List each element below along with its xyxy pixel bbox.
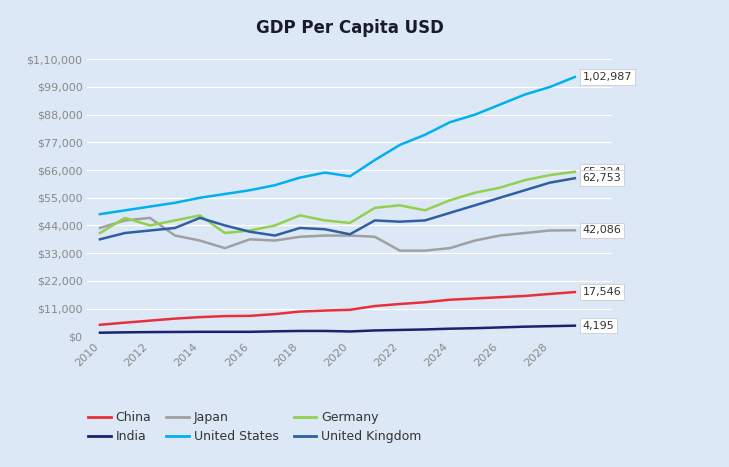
Text: 17,546: 17,546 [582,287,621,297]
Legend: China, India, Japan, United States, Germany, United Kingdom: China, India, Japan, United States, Germ… [83,406,426,448]
Text: 62,753: 62,753 [582,173,621,183]
Text: 1,02,987: 1,02,987 [582,72,632,82]
Title: GDP Per Capita USD: GDP Per Capita USD [256,19,444,37]
Text: 65,324: 65,324 [582,167,621,177]
Text: 42,086: 42,086 [582,225,621,235]
Text: 4,195: 4,195 [582,321,614,331]
